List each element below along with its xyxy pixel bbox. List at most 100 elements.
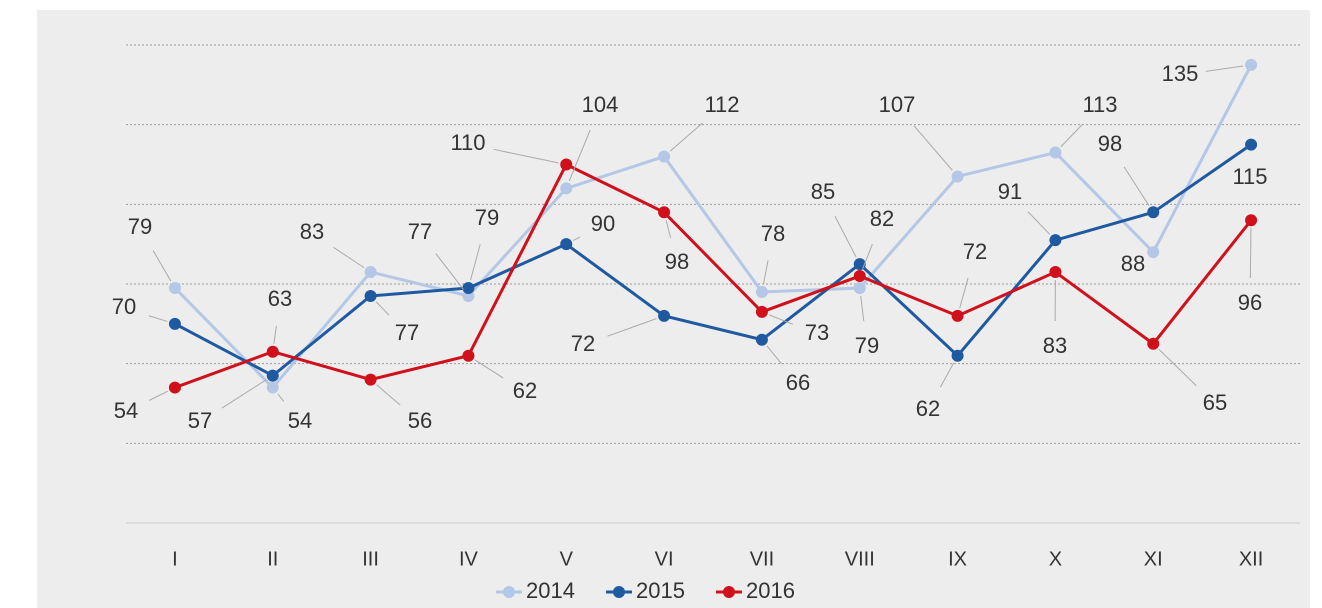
- data-label: 110: [450, 130, 485, 155]
- leader-line: [493, 148, 559, 164]
- leader-line: [959, 277, 969, 309]
- point: [1147, 246, 1160, 259]
- leader-line: [277, 393, 285, 402]
- data-label: 112: [704, 92, 739, 117]
- leader-line: [152, 250, 172, 282]
- legend-marker: [613, 586, 625, 598]
- point: [755, 305, 768, 318]
- point: [266, 369, 279, 382]
- data-label: 91: [998, 179, 1022, 204]
- data-label: 54: [114, 398, 138, 423]
- point: [168, 317, 181, 330]
- data-label: 98: [665, 249, 689, 274]
- point: [951, 309, 964, 322]
- series-line: [174, 143, 1252, 378]
- leader-line: [862, 243, 873, 269]
- legend-label: 2016: [746, 578, 795, 603]
- data-label: 62: [513, 378, 537, 403]
- x-tick-label: III: [362, 548, 379, 570]
- leader-line: [568, 129, 591, 182]
- point: [1049, 146, 1062, 159]
- leader-line: [766, 345, 782, 365]
- leader-line: [573, 236, 581, 241]
- data-label: 63: [268, 286, 292, 311]
- data-label: 98: [1098, 131, 1122, 156]
- point: [755, 333, 768, 346]
- point: [658, 150, 671, 163]
- plot-background: [37, 10, 1310, 608]
- point: [1245, 138, 1258, 151]
- data-label: 66: [786, 370, 810, 395]
- point: [658, 309, 671, 322]
- x-tick-label: VI: [655, 548, 674, 570]
- data-label: 96: [1238, 290, 1262, 315]
- data-label: 77: [395, 320, 419, 345]
- data-label: 107: [879, 92, 916, 117]
- data-label: 77: [408, 219, 432, 244]
- point: [1049, 266, 1062, 279]
- data-label: 79: [855, 333, 879, 358]
- leader-line: [1060, 124, 1083, 148]
- leader-line: [860, 295, 865, 322]
- x-tick-label: V: [560, 548, 574, 570]
- x-tick-label: VIII: [845, 548, 875, 570]
- leader-line: [669, 122, 703, 152]
- x-tick-label: X: [1049, 548, 1062, 570]
- data-label: 88: [1121, 251, 1145, 276]
- data-label: 83: [300, 219, 324, 244]
- leader-line: [376, 384, 401, 406]
- data-label: 104: [582, 92, 619, 117]
- data-label: 56: [408, 408, 432, 433]
- data-label: 135: [1162, 61, 1199, 86]
- leader-line: [1249, 228, 1252, 279]
- legend-marker: [503, 586, 515, 598]
- point: [853, 281, 866, 294]
- data-label: 113: [1082, 92, 1117, 117]
- x-tick-label: XI: [1144, 548, 1163, 570]
- leader-line: [769, 314, 794, 325]
- point: [853, 270, 866, 283]
- point: [853, 258, 866, 271]
- point: [658, 206, 671, 219]
- point: [560, 158, 573, 171]
- point: [168, 281, 181, 294]
- data-label: 65: [1203, 390, 1227, 415]
- x-tick-label: I: [172, 548, 178, 570]
- leader-line: [435, 253, 464, 290]
- point: [1245, 58, 1258, 71]
- leader-line: [913, 125, 953, 171]
- x-tick-label: XII: [1239, 548, 1263, 570]
- leader-line: [665, 219, 672, 238]
- data-label: 57: [188, 408, 212, 433]
- leader-line: [1205, 65, 1244, 72]
- leader-line: [273, 325, 277, 344]
- point: [951, 349, 964, 362]
- data-label: 90: [591, 211, 615, 236]
- data-label: 79: [128, 214, 152, 239]
- point: [266, 345, 279, 358]
- legend-marker: [723, 586, 735, 598]
- x-tick-label: IX: [948, 548, 967, 570]
- leader-line: [148, 315, 168, 322]
- data-label: 82: [870, 206, 894, 231]
- leader-line: [607, 318, 657, 337]
- legend-label: 2015: [636, 578, 685, 603]
- leader-line: [1027, 211, 1051, 235]
- legend-label: 2014: [526, 578, 575, 603]
- x-tick-label: IV: [459, 548, 479, 570]
- leader-line: [762, 260, 769, 285]
- point: [755, 285, 768, 298]
- leader-line: [1123, 166, 1150, 206]
- point: [560, 182, 573, 195]
- point: [462, 349, 475, 362]
- point: [1147, 206, 1160, 219]
- point: [951, 170, 964, 183]
- x-tick-label: VII: [750, 548, 774, 570]
- point: [266, 381, 279, 394]
- series-line: [173, 64, 1253, 390]
- leader-line: [149, 390, 168, 401]
- data-label: 83: [1043, 333, 1067, 358]
- point: [364, 289, 377, 302]
- data-label: 54: [288, 408, 312, 433]
- series-line: [174, 162, 1253, 389]
